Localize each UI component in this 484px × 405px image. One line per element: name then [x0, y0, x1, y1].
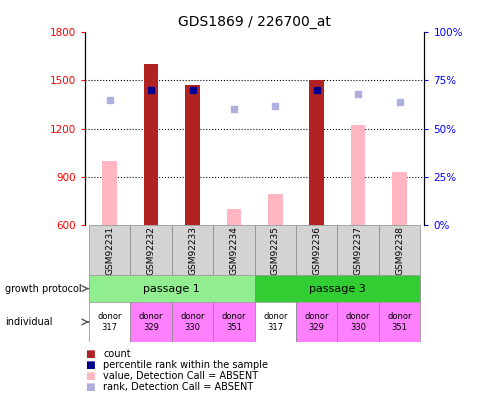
Text: GSM92237: GSM92237: [353, 226, 362, 275]
Text: ■: ■: [85, 350, 94, 359]
Bar: [89, 275, 254, 302]
Bar: [185, 85, 199, 225]
Text: donor
330: donor 330: [345, 312, 370, 332]
Bar: [102, 161, 117, 225]
Bar: [295, 302, 337, 342]
Text: donor
351: donor 351: [221, 312, 246, 332]
Bar: [226, 209, 241, 225]
Text: ■: ■: [85, 360, 94, 370]
Text: GSM92232: GSM92232: [146, 226, 155, 275]
Text: GSM92236: GSM92236: [312, 226, 320, 275]
Text: donor
330: donor 330: [180, 312, 204, 332]
Text: donor
329: donor 329: [138, 312, 163, 332]
Bar: [337, 302, 378, 342]
Bar: [130, 225, 171, 275]
Bar: [295, 225, 337, 275]
Bar: [213, 225, 254, 275]
Text: passage 1: passage 1: [143, 284, 200, 294]
Text: value, Detection Call = ABSENT: value, Detection Call = ABSENT: [103, 371, 258, 381]
Bar: [378, 225, 419, 275]
Text: GSM92231: GSM92231: [105, 226, 114, 275]
Text: donor
351: donor 351: [387, 312, 411, 332]
Text: GSM92235: GSM92235: [270, 226, 279, 275]
Text: donor
329: donor 329: [304, 312, 328, 332]
Text: donor
317: donor 317: [97, 312, 121, 332]
Text: ■: ■: [85, 371, 94, 381]
Text: count: count: [103, 350, 131, 359]
Bar: [144, 64, 158, 225]
Bar: [350, 125, 364, 225]
Bar: [337, 225, 378, 275]
Text: ■: ■: [85, 382, 94, 392]
Bar: [130, 302, 171, 342]
Text: growth protocol: growth protocol: [5, 284, 81, 294]
Bar: [213, 302, 254, 342]
Text: passage 3: passage 3: [308, 284, 365, 294]
Bar: [171, 225, 213, 275]
Bar: [254, 225, 295, 275]
Bar: [392, 172, 406, 225]
Text: rank, Detection Call = ABSENT: rank, Detection Call = ABSENT: [103, 382, 253, 392]
Bar: [171, 302, 213, 342]
Text: GSM92234: GSM92234: [229, 226, 238, 275]
Text: GSM92233: GSM92233: [188, 226, 197, 275]
Text: donor
317: donor 317: [262, 312, 287, 332]
Bar: [309, 81, 323, 225]
Bar: [378, 302, 419, 342]
Text: GSM92238: GSM92238: [394, 226, 403, 275]
Text: individual: individual: [5, 317, 52, 327]
Bar: [254, 302, 295, 342]
Text: percentile rank within the sample: percentile rank within the sample: [103, 360, 268, 370]
Bar: [89, 225, 130, 275]
Bar: [89, 302, 130, 342]
Bar: [268, 194, 282, 225]
Title: GDS1869 / 226700_at: GDS1869 / 226700_at: [178, 15, 331, 29]
Bar: [254, 275, 419, 302]
